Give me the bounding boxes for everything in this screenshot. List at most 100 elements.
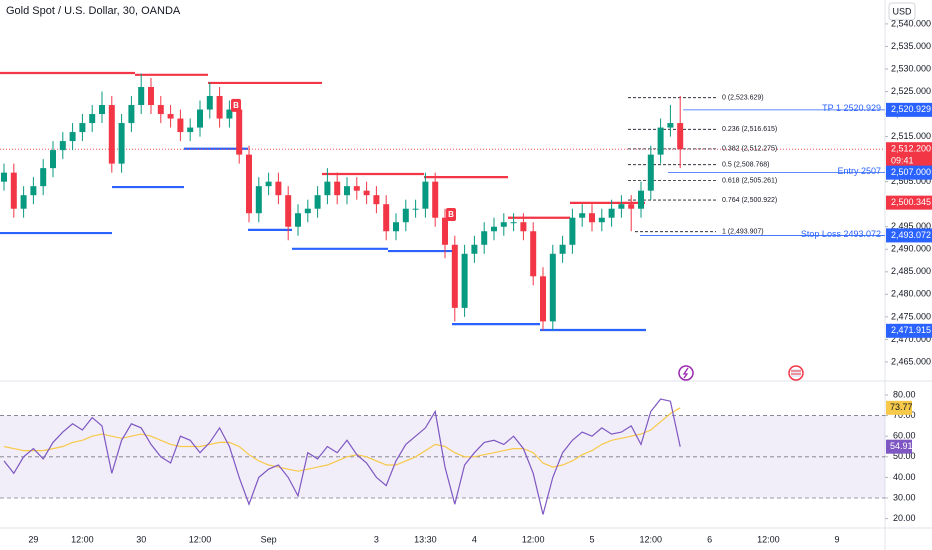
candle-body (148, 86, 154, 106)
x-tick-label: 12:00 (522, 534, 545, 544)
signal-marker-label: B (233, 101, 239, 110)
y-tick-label: 2,475.000 (891, 311, 931, 321)
rsi-line (3, 398, 681, 515)
fib-label: 1 (2,493.907) (722, 229, 764, 236)
candle-body (255, 186, 262, 214)
candle-body (589, 213, 595, 223)
candle-body (598, 217, 605, 223)
candle-body (40, 168, 47, 187)
candle-body (295, 213, 301, 227)
y-tick-label: 30.00 (893, 492, 916, 502)
y-tick-label: 2,480.000 (891, 289, 931, 299)
signal-marker-label: B (448, 210, 454, 219)
candle-body (442, 217, 448, 245)
event-icon[interactable] (678, 365, 694, 381)
rsi-badge-label: 54.91 (890, 441, 913, 451)
rsi-ma-line (3, 407, 681, 472)
candle-body (226, 109, 233, 119)
y-tick-label: 2,490.000 (891, 244, 931, 254)
candle-body (157, 105, 164, 115)
candle-body (50, 150, 56, 169)
candle-body (471, 244, 478, 254)
price-badge (886, 165, 932, 180)
candle-body (69, 132, 76, 142)
candle-body (265, 181, 272, 187)
candle-body (99, 105, 105, 115)
flag-icon[interactable] (788, 365, 804, 381)
candle-body (30, 186, 37, 196)
candle-body (481, 231, 488, 245)
price-badge (886, 228, 932, 243)
x-tick-label: 29 (28, 534, 38, 544)
y-tick-label: 2,540.000 (891, 18, 931, 28)
fib-label: 0.5 (2,508.768) (722, 162, 769, 169)
candle-body (216, 96, 223, 119)
candle-body (138, 86, 145, 106)
currency[interactable]: USD (892, 6, 912, 16)
fib-label: 0.382 (2,512.275) (722, 146, 777, 153)
x-tick-label: 12:00 (640, 534, 663, 544)
candle-body (628, 204, 635, 209)
candle-body (432, 181, 439, 218)
y-tick-label: 2,465.000 (891, 356, 931, 366)
candle-body (393, 222, 399, 232)
y-tick-label: 2,525.000 (891, 86, 931, 96)
event-icon-bolt[interactable] (682, 367, 689, 379)
candle-body (451, 244, 458, 308)
y-tick-label: 40.00 (893, 472, 916, 482)
candle-body (540, 276, 546, 322)
candle-body (324, 181, 331, 196)
candle-body (79, 123, 86, 133)
candle-body (569, 217, 576, 245)
candle-body (236, 109, 243, 155)
candle-body (383, 204, 390, 232)
price-badge-label: 2,520.929 (891, 104, 931, 114)
candle-body (304, 208, 311, 214)
candle-body (638, 190, 644, 209)
price-badge-label: 2,512.200 (891, 144, 931, 154)
candle-body (618, 204, 625, 209)
y-tick-label: 80.00 (893, 389, 916, 399)
price-badge-label: 2,507.000 (891, 167, 931, 177)
event-icon-ring[interactable] (678, 365, 694, 381)
price-badge (886, 142, 932, 169)
currency-box[interactable] (888, 2, 916, 21)
y-tick-label: 2,495.000 (891, 221, 931, 231)
x-tick-label: 9 (834, 534, 839, 544)
candle-body (608, 208, 615, 218)
flag-icon-field[interactable] (791, 369, 801, 377)
fib-label: 0 (2,523.629) (722, 95, 764, 102)
price-badge (886, 195, 932, 210)
rsi-badge-label: 73.77 (890, 402, 913, 412)
candle-body (59, 141, 66, 151)
candle-body (657, 127, 664, 155)
price-badge (886, 323, 932, 338)
y-tick-label: 2,505.000 (891, 176, 931, 186)
candle-body (373, 195, 380, 205)
candle-body (647, 154, 654, 191)
candle-body (559, 244, 566, 254)
candle-body (549, 253, 556, 322)
candle-body (20, 195, 27, 209)
candle-body (412, 208, 419, 210)
x-tick-label: 6 (707, 534, 712, 544)
candle-body (285, 195, 292, 227)
candle-body (167, 114, 174, 119)
candle-body (197, 109, 203, 128)
y-tick-label: 60.00 (893, 431, 916, 441)
rsi-badge (886, 400, 912, 415)
price-badge-label: 2,500.345 (891, 197, 931, 207)
signal-marker (231, 98, 241, 112)
candle-body (187, 127, 194, 133)
price-badge-label: 2,493.072 (891, 230, 931, 240)
y-tick-label: 2,470.000 (891, 334, 931, 344)
candle-body (500, 222, 507, 227)
candle-body (530, 231, 537, 277)
candle-body (667, 123, 674, 128)
x-tick-label: 5 (589, 534, 594, 544)
candle-body (677, 123, 684, 150)
candle-body (10, 172, 17, 209)
candle-body (510, 222, 517, 224)
candle-body (491, 226, 497, 232)
